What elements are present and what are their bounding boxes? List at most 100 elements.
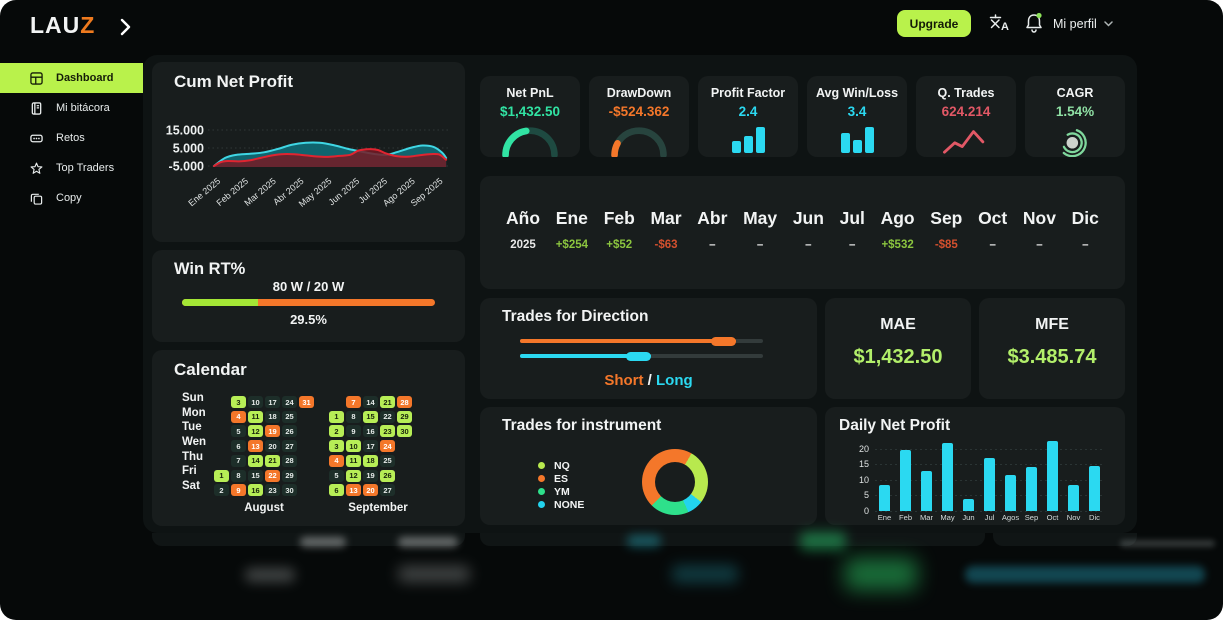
calendar-day-cell[interactable]: 3 (231, 396, 246, 408)
month-pnl-value: – (989, 239, 996, 251)
calendar-day-cell[interactable]: 6 (231, 440, 246, 453)
daily-bar (879, 484, 890, 511)
calendar-day-cell[interactable]: 11 (346, 454, 361, 467)
calendar-day-cell[interactable]: 22 (265, 469, 280, 482)
long-slider[interactable] (520, 351, 763, 361)
calendar-day-cell[interactable]: 16 (363, 425, 378, 438)
calendar-day-cell[interactable]: 4 (329, 454, 344, 467)
calendar-day-label: Sun (182, 392, 204, 404)
calendar-day-cell[interactable]: 29 (282, 469, 297, 482)
stat-label: CAGR (1056, 86, 1094, 100)
calendar-day-cell[interactable]: 13 (248, 440, 263, 453)
calendar-day-cell[interactable]: 23 (265, 484, 280, 497)
upgrade-button[interactable]: Upgrade (897, 10, 971, 37)
calendar-day-cell[interactable]: 9 (231, 484, 246, 497)
sidebar-item-label: Mi bitácora (56, 102, 110, 114)
logo-lau: LAU (30, 12, 81, 38)
calendar-day-cell[interactable]: 21 (380, 396, 395, 408)
calendar-day-cell[interactable]: 30 (282, 484, 297, 497)
calendar-day-cell[interactable]: 29 (397, 410, 412, 423)
calendar-day-cell[interactable]: 2 (214, 484, 229, 497)
calendar-day-cell[interactable]: 10 (248, 396, 263, 408)
sidebar-item-retos[interactable]: Retos (0, 123, 143, 153)
sidebar-item-mi-bitacora[interactable]: Mi bitácora (0, 93, 143, 123)
short-slider-thumb[interactable] (711, 336, 737, 346)
calendar-day-cell[interactable]: 15 (248, 469, 263, 482)
calendar-day-cell[interactable]: 27 (282, 440, 297, 453)
profile-menu[interactable]: Mi perfil (1053, 17, 1113, 31)
calendar-day-cell[interactable]: 18 (363, 454, 378, 467)
calendar-day-cell[interactable]: 11 (248, 410, 263, 423)
calendar-day-cell[interactable]: 7 (231, 454, 246, 467)
svg-text:5.000: 5.000 (173, 142, 204, 156)
calendar-day-cell[interactable]: 8 (231, 469, 246, 482)
trades-direction-card: Trades for Direction Short / Long (480, 298, 817, 399)
month-header: Abr (697, 208, 728, 228)
calendar-day-cell[interactable]: 26 (380, 469, 395, 482)
calendar-card: Calendar Sun Mon Tue Wen Thu Fri Sat 3 10 17 24 31… (152, 350, 465, 526)
month-column: Nov – (1023, 208, 1056, 251)
calendar-day-labels: Sun Mon Tue Wen Thu Fri Sat (182, 392, 206, 495)
calendar-day-cell[interactable]: 24 (282, 396, 297, 408)
calendar-day-cell[interactable]: 2 (329, 425, 344, 438)
gauge-icon (480, 125, 580, 157)
sidebar-item-copy[interactable]: Copy (0, 183, 143, 213)
calendar-day-cell[interactable]: 6 (329, 484, 344, 497)
sidebar-item-top-traders[interactable]: Top Traders (0, 153, 143, 183)
calendar-day-cell[interactable]: 28 (282, 454, 297, 467)
calendar-day-cell[interactable]: 25 (380, 454, 395, 467)
calendar-day-cell[interactable]: 31 (299, 396, 314, 408)
calendar-day-cell[interactable]: 1 (214, 469, 229, 482)
challenge-card-icon (30, 134, 43, 142)
calendar-day-cell[interactable]: 28 (397, 396, 412, 408)
calendar-day-cell[interactable]: 17 (265, 396, 280, 408)
calendar-day-cell[interactable]: 30 (397, 425, 412, 438)
calendar-day-cell[interactable]: 9 (346, 425, 361, 438)
calendar-day-label: Sat (182, 480, 200, 493)
calendar-day-cell[interactable]: 8 (346, 410, 361, 423)
calendar-day-cell[interactable]: 19 (363, 469, 378, 482)
calendar-day-cell[interactable]: 15 (363, 410, 378, 423)
long-slider-fill (520, 354, 652, 358)
calendar-day-cell[interactable]: 19 (265, 425, 280, 438)
calendar-day-cell[interactable]: 17 (363, 440, 378, 453)
stat-card-cagr: CAGR 1.54% (1025, 76, 1125, 157)
stat-value: $1,432.50 (499, 104, 561, 119)
calendar-day-cell[interactable]: 21 (265, 454, 280, 467)
calendar-day-cell[interactable]: 20 (265, 440, 280, 453)
calendar-day-cell[interactable]: 12 (346, 469, 361, 482)
sidebar-expand-icon[interactable] (120, 18, 132, 41)
blur-artifact (965, 566, 1205, 583)
monthly-pnl-table: Año 2025 Ene +$254 Feb +$52 Mar -$63 Abr – May – Jun… (506, 208, 1099, 251)
calendar-day-cell[interactable]: 20 (363, 484, 378, 497)
calendar-day-cell[interactable]: 14 (248, 454, 263, 467)
calendar-day-cell[interactable]: 1 (329, 410, 344, 423)
calendar-day-cell[interactable]: 26 (282, 425, 297, 438)
calendar-day-cell[interactable]: 22 (380, 410, 395, 423)
calendar-day-cell[interactable]: 14 (363, 396, 378, 408)
calendar-day-cell[interactable]: 23 (380, 425, 395, 438)
calendar-day-cell[interactable]: 7 (346, 396, 361, 408)
calendar-day-cell[interactable]: 27 (380, 484, 395, 497)
notifications-bell-icon[interactable] (1024, 12, 1044, 39)
month-pnl-value: -$63 (654, 239, 678, 251)
long-slider-thumb[interactable] (626, 351, 652, 361)
stat-value: 624.214 (941, 104, 991, 119)
short-slider[interactable] (520, 336, 763, 346)
calendar-day-cell[interactable]: 25 (282, 410, 297, 423)
calendar-day-cell[interactable]: 4 (231, 410, 246, 423)
calendar-day-cell[interactable]: 12 (248, 425, 263, 438)
sidebar-item-dashboard[interactable]: Dashboard (0, 63, 143, 93)
copy-icon (30, 193, 43, 205)
calendar-day-cell[interactable]: 3 (329, 440, 344, 453)
calendar-day-cell[interactable]: 16 (248, 484, 263, 497)
calendar-day-cell[interactable]: 5 (231, 425, 246, 438)
calendar-day-cell[interactable]: 13 (346, 484, 361, 497)
translate-icon[interactable]: A (988, 13, 1010, 38)
calendar-day-cell[interactable]: 18 (265, 410, 280, 423)
calendar-day-cell[interactable]: 10 (346, 440, 361, 453)
calendar-day-cell[interactable]: 24 (380, 440, 395, 453)
calendar-day-cell[interactable]: 5 (329, 469, 344, 482)
logo: LAUZ (30, 12, 95, 39)
month-header: Ago (880, 208, 915, 228)
